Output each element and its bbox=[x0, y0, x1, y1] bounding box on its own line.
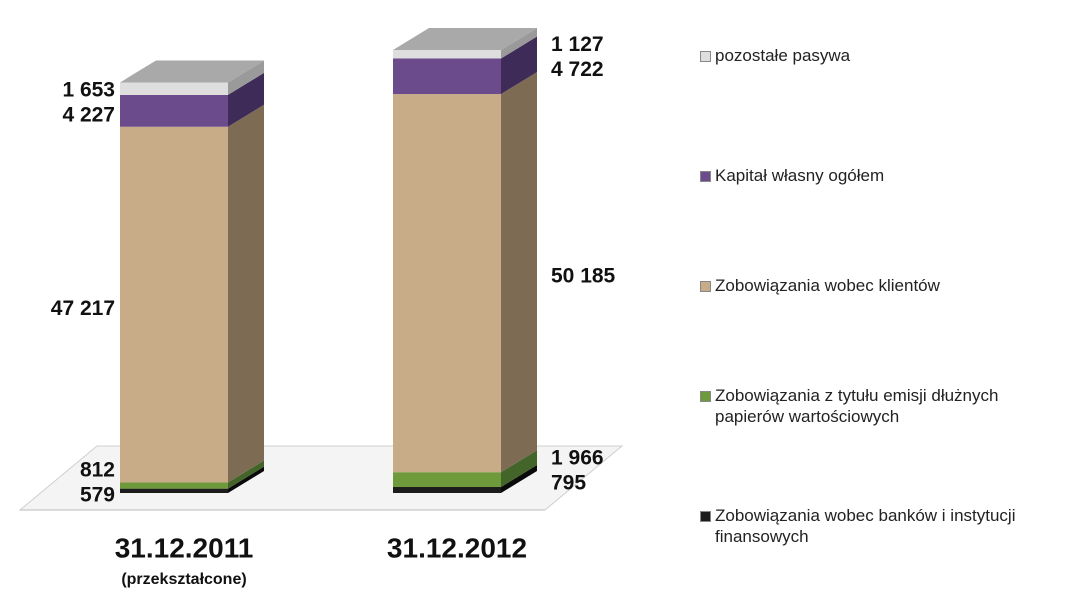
segment-front bbox=[393, 472, 501, 488]
segment-side bbox=[228, 466, 264, 493]
legend-item: Zobowiązania z tytułu emisji dłużnych pa… bbox=[700, 385, 1070, 427]
value-label: 1 966 bbox=[551, 447, 604, 470]
segment-front bbox=[120, 126, 228, 483]
legend-label: Zobowiązania wobec klientów bbox=[715, 276, 940, 295]
segment-front bbox=[120, 482, 228, 489]
segment-side bbox=[228, 104, 264, 483]
segment-front bbox=[393, 487, 501, 493]
value-label: 579 bbox=[80, 483, 115, 506]
category-note: (przekształcone) bbox=[121, 571, 246, 588]
legend-item: Zobowiązania wobec banków i instytucji f… bbox=[700, 505, 1070, 547]
bar-segment bbox=[393, 465, 537, 493]
segment-front bbox=[393, 58, 501, 95]
bar-segment bbox=[393, 72, 537, 473]
legend-item: Kapitał własny ogółem bbox=[700, 165, 1070, 186]
bar-segment bbox=[120, 460, 264, 489]
bar-segment bbox=[120, 72, 264, 127]
legend-label: Kapitał własny ogółem bbox=[715, 166, 885, 185]
bar-segment bbox=[120, 60, 264, 95]
segment-side bbox=[228, 460, 264, 489]
legend-swatch bbox=[700, 391, 711, 402]
legend-item: Zobowiązania wobec klientów bbox=[700, 275, 1070, 296]
segment-side bbox=[501, 450, 537, 488]
value-label: 795 bbox=[551, 472, 586, 495]
legend-swatch bbox=[700, 51, 711, 62]
legend-item: pozostałe pasywa bbox=[700, 45, 1070, 66]
value-label: 1 127 bbox=[551, 33, 604, 56]
value-label: 4 227 bbox=[62, 103, 115, 126]
segment-front bbox=[393, 94, 501, 473]
bar-segment bbox=[120, 104, 264, 483]
segment-top bbox=[393, 28, 537, 50]
x-tick-label: 31.12.2012 bbox=[387, 532, 527, 563]
bar-segment bbox=[120, 466, 264, 493]
segment-front bbox=[120, 82, 228, 95]
segment-top bbox=[120, 60, 264, 83]
value-label: 1 653 bbox=[62, 78, 115, 101]
legend-label: Zobowiązania z tytułu emisji dłużnych pa… bbox=[715, 386, 999, 426]
legend-swatch bbox=[700, 511, 711, 522]
value-label: 812 bbox=[80, 458, 115, 481]
legend-label: pozostałe pasywa bbox=[715, 46, 851, 65]
bar-segment bbox=[393, 28, 537, 59]
legend-label: Zobowiązania wobec banków i instytucji f… bbox=[715, 506, 1016, 546]
value-label: 4 722 bbox=[551, 58, 604, 81]
segment-side bbox=[501, 28, 537, 59]
bar-segment bbox=[393, 450, 537, 488]
segment-side bbox=[228, 72, 264, 127]
segment-side bbox=[501, 465, 537, 493]
segment-side bbox=[501, 36, 537, 95]
value-label: 50 185 bbox=[551, 265, 616, 288]
bar-segment bbox=[393, 36, 537, 95]
segment-front bbox=[120, 94, 228, 127]
x-tick-label: 31.12.2011 bbox=[115, 532, 254, 563]
legend-swatch bbox=[700, 171, 711, 182]
segment-front bbox=[393, 50, 501, 59]
segment-side bbox=[501, 72, 537, 473]
segment-side bbox=[228, 60, 264, 95]
segment-front bbox=[120, 488, 228, 493]
value-label: 47 217 bbox=[51, 297, 115, 320]
legend-swatch bbox=[700, 281, 711, 292]
